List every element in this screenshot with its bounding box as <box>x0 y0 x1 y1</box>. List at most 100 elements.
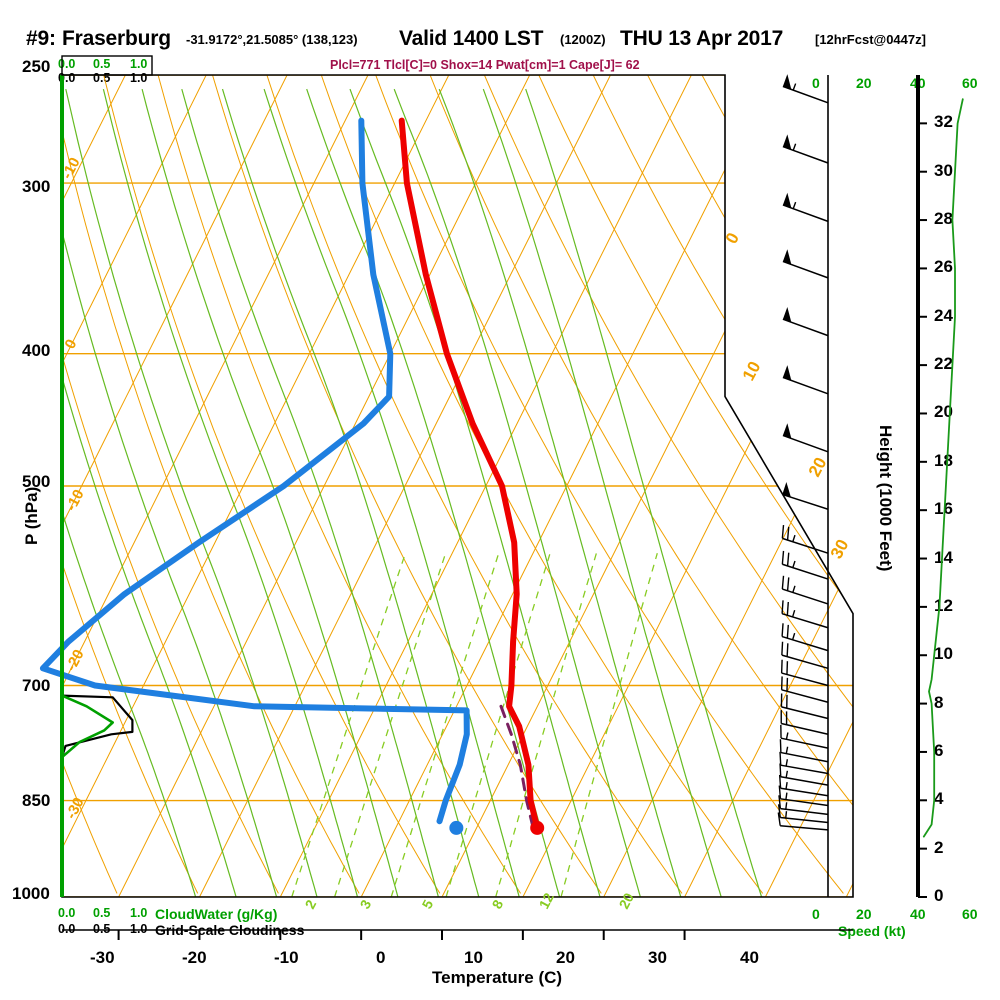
valid-time-z: (1200Z) <box>560 32 606 47</box>
temperature-tick--20: -20 <box>182 948 207 967</box>
height-tick-14: 14 <box>934 547 953 567</box>
height-tick-32: 32 <box>934 112 953 132</box>
mixing-ratio-label-12: 12 <box>536 890 558 911</box>
temperature-tick-40: 40 <box>740 948 759 967</box>
wind-barb-full <box>786 552 790 567</box>
dry-adiabat-label--20: -20 <box>63 647 88 674</box>
temperature-tick-10: 10 <box>464 948 483 967</box>
temperature-curve <box>398 117 541 831</box>
wind-barb-shaft <box>781 706 829 720</box>
wind-barb-half <box>792 560 796 568</box>
surface-temperature <box>530 820 545 835</box>
pressure-tick-1000: 1000 <box>12 884 50 903</box>
wind-barb-pennant <box>782 192 792 209</box>
height-tick-28: 28 <box>934 209 953 229</box>
wind-barb-full <box>786 601 789 616</box>
wind-barb-full <box>786 643 789 657</box>
wind-barb-full <box>779 763 782 777</box>
wind-barb-shaft <box>780 764 829 775</box>
wind-barb-pennant <box>782 365 792 381</box>
pressure-tick-700: 700 <box>22 676 51 695</box>
height-tick-8: 8 <box>934 692 944 712</box>
station-coords: -31.9172°,21.5085° (138,123) <box>186 32 358 47</box>
dry-adiabat-label--10: -10 <box>63 487 88 514</box>
height-tick-20: 20 <box>934 402 953 422</box>
wind-barb-full <box>786 526 790 541</box>
wind-barb-half <box>785 782 788 790</box>
dry-adiabat-label--30: -30 <box>63 795 88 822</box>
isotherm-label-20: 20 <box>805 454 831 480</box>
wind-barb-half <box>792 585 796 593</box>
wind-barbs <box>777 74 829 831</box>
wind-barb-shaft <box>780 816 829 824</box>
surface-dewpoint <box>449 820 464 835</box>
height-tick-26: 26 <box>934 257 953 277</box>
pressure-tick-250: 250 <box>22 57 51 76</box>
speed-bottom-tick-60: 60 <box>962 906 978 922</box>
temperature-axis-label: Temperature (C) <box>432 968 563 987</box>
height-tick-16: 16 <box>934 499 953 519</box>
temperature-tick-0: 0 <box>376 948 386 967</box>
wind-barb-full <box>781 641 784 656</box>
valid-time: Valid 1400 LST <box>399 27 544 50</box>
temperature-tick-20: 20 <box>556 948 575 967</box>
wind-barb-pennant <box>782 249 792 265</box>
wind-barb-half <box>792 83 797 91</box>
height-tick-4: 4 <box>934 789 944 809</box>
cloudwater-top-tick-2: 1.0 <box>130 57 148 71</box>
wind-barb-full <box>778 774 782 789</box>
wind-barb-shaft <box>780 807 829 816</box>
wind-barb-shaft <box>780 737 829 749</box>
wind-barb-half <box>792 534 796 542</box>
temperature-tick--30: -30 <box>90 948 115 967</box>
wind-barb-shaft <box>781 689 829 703</box>
isotherm-label-30: 30 <box>827 536 853 562</box>
wind-barb-full <box>781 550 785 565</box>
pressure-tick-400: 400 <box>22 341 51 360</box>
wind-barb-half <box>792 201 797 209</box>
wind-barb-half <box>785 759 789 767</box>
wind-barb-shaft <box>782 563 829 580</box>
wind-barb-full <box>778 785 782 799</box>
forecast-info: [12hrFcst@0447z] <box>815 32 926 47</box>
wind-barb-shaft <box>780 824 829 831</box>
cloudwater-bottom-tick-2: 1.0 <box>130 906 148 920</box>
wind-barb-shaft <box>780 776 829 786</box>
height-tick-10: 10 <box>934 644 953 664</box>
cloudiness-profile <box>60 694 134 759</box>
mixing-ratio-label-8: 8 <box>489 897 507 912</box>
speed-axis-label: Speed (kt) <box>838 923 906 939</box>
wind-barb-half <box>785 802 788 810</box>
wind-barb-half <box>785 746 789 754</box>
cloudwater-axis-label: CloudWater (g/Kg) <box>155 906 278 922</box>
mixing-ratio-label-20: 20 <box>616 890 638 911</box>
wind-barb-half <box>785 732 789 740</box>
wind-barb-half <box>792 143 797 151</box>
wind-barb-half <box>791 610 796 618</box>
station-name: Fraserburg <box>62 27 171 50</box>
cloudiness-bottom-tick-0: 0.0 <box>58 922 76 936</box>
wind-barb-shaft <box>782 204 829 223</box>
wind-barb-shaft <box>780 787 829 797</box>
mixing-ratio-label-5: 5 <box>419 897 437 912</box>
wind-barb-shaft <box>782 376 829 395</box>
wind-barb-full <box>786 624 789 639</box>
cloudwater-bottom-tick-1: 0.5 <box>93 906 111 920</box>
height-tick-0: 0 <box>934 886 944 905</box>
wind-barb-shaft <box>782 318 829 337</box>
height-tick-24: 24 <box>934 305 953 325</box>
wind-barb-full <box>777 812 781 826</box>
parcel-path-curve <box>499 704 535 830</box>
wind-barb-shaft <box>781 672 829 687</box>
height-tick-22: 22 <box>934 354 953 374</box>
cloudwater-scale-box-top <box>61 55 153 76</box>
wind-barb-full <box>781 623 784 637</box>
speed-top-tick-0: 0 <box>812 75 820 91</box>
wind-barb-pennant <box>782 306 792 323</box>
wind-barb-pennant <box>782 423 792 439</box>
wind-barb-full <box>777 804 781 818</box>
speed-bottom-tick-20: 20 <box>856 906 872 922</box>
valid-date: THU 13 Apr 2017 <box>620 27 784 50</box>
cloudiness-bottom-tick-1: 0.5 <box>93 922 111 936</box>
